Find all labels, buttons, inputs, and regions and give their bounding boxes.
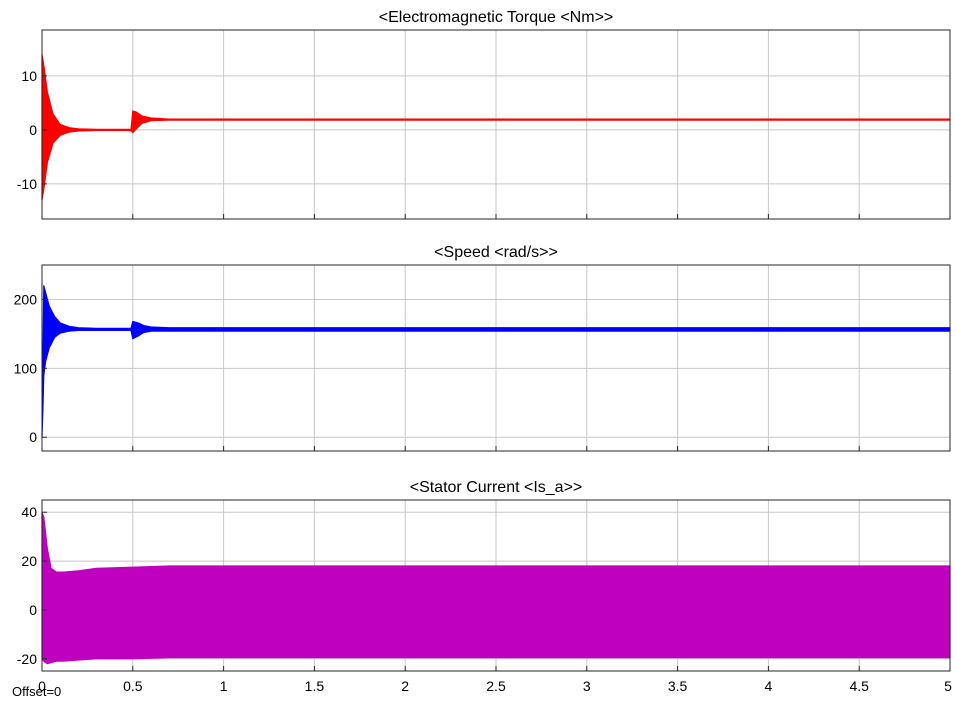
current-xtick-label-8: 4: [765, 678, 773, 694]
torque-ytick-label-0: -10: [17, 176, 37, 192]
torque-ytick-label-2: 10: [21, 68, 37, 84]
current-xtick-label-7: 3.5: [668, 678, 688, 694]
current-xtick-label-3: 1.5: [305, 678, 325, 694]
torque-panel: <Electromagnetic Torque <Nm>> -10 0 10: [17, 9, 951, 220]
speed-title: <Speed <rad/s>>: [434, 244, 558, 261]
current-xtick-label-1: 0.5: [123, 678, 143, 694]
current-title: <Stator Current <Is_a>>: [410, 479, 583, 496]
current-ytick-label-1: 0: [29, 602, 37, 618]
speed-ytick-label-2: 200: [14, 291, 38, 307]
torque-ytick-label-1: 0: [29, 122, 37, 138]
current-xtick-label-5: 2.5: [486, 678, 506, 694]
current-ytick-label-0: -20: [17, 651, 37, 667]
current-xtick-label-9: 4.5: [849, 678, 869, 694]
speed-panel: <Speed <rad/s>> 0 100 200: [14, 244, 951, 452]
current-ytick-label-2: 20: [21, 553, 37, 569]
current-xtick-label-10: 5: [944, 678, 952, 694]
current-xtick-label-4: 2: [401, 678, 409, 694]
speed-ytick-label-1: 100: [14, 360, 38, 376]
current-xtick-label-2: 1: [220, 678, 228, 694]
current-xtick-label-0: 0: [38, 678, 46, 694]
offset-label: Offset=0: [12, 684, 61, 699]
current-ytick-label-3: 40: [21, 504, 37, 520]
torque-title: <Electromagnetic Torque <Nm>>: [379, 9, 614, 26]
speed-ytick-label-0: 0: [29, 429, 37, 445]
current-xtick-label-6: 3: [583, 678, 591, 694]
